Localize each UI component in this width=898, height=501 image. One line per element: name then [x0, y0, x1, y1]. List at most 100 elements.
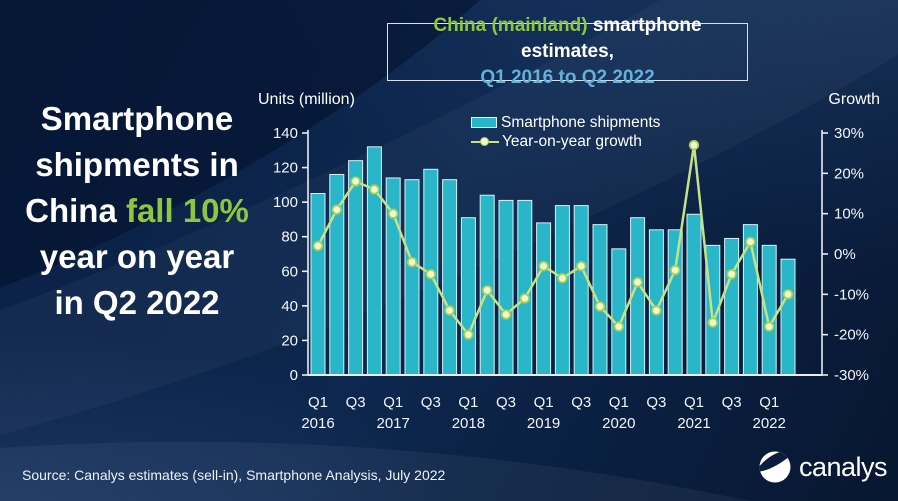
growth-point-Q1 2018: [463, 329, 474, 340]
svg-text:2016: 2016: [301, 415, 334, 432]
headline-line3-green: fall 10%: [125, 192, 249, 229]
svg-text:Q1: Q1: [534, 394, 554, 411]
growth-point-Q2 2019: [557, 272, 568, 284]
svg-text:20%: 20%: [834, 165, 864, 182]
chart-title-line1: China (mainland) smartphone estimates,: [388, 13, 747, 65]
svg-text:0%: 0%: [834, 246, 856, 263]
canalys-logo: canalys: [757, 447, 888, 487]
svg-text:Q3: Q3: [571, 394, 591, 411]
chart-title-rest: smartphone estimates,: [521, 15, 702, 62]
growth-point-Q1 2019: [538, 260, 549, 272]
svg-text:2020: 2020: [602, 415, 635, 432]
svg-text:Q3: Q3: [646, 394, 666, 411]
headline: Smartphone shipments in China fall 10% y…: [6, 96, 268, 326]
bar-Q2 2022: [780, 258, 796, 376]
chart-title-box: China (mainland) smartphone estimates, Q…: [387, 15, 748, 88]
svg-text:Q1: Q1: [609, 394, 629, 411]
legend-item-growth: Year-on-year growth: [471, 132, 660, 151]
bar-Q4 2017: [442, 179, 458, 376]
shipments-bars: [310, 146, 796, 376]
bar-Q1 2018: [460, 217, 476, 376]
bar-Q2 2017: [404, 179, 420, 376]
canalys-logo-icon: [759, 451, 791, 483]
svg-text:Q3: Q3: [722, 394, 742, 411]
svg-text:Q1: Q1: [383, 394, 403, 411]
growth-point-Q4 2017: [444, 305, 455, 316]
svg-text:Q3: Q3: [346, 394, 366, 411]
growth-line: [312, 139, 794, 340]
svg-text:0: 0: [290, 367, 298, 384]
svg-text:40: 40: [281, 298, 298, 315]
growth-point-Q4 2016: [369, 184, 380, 195]
right-axis-title: Growth: [828, 91, 880, 108]
left-axis-title: Units (million): [258, 91, 355, 108]
chart-title-line2: Q1 2016 to Q2 2022: [480, 67, 655, 88]
svg-text:100: 100: [273, 194, 298, 211]
svg-text:80: 80: [281, 229, 298, 246]
svg-text:Q1: Q1: [308, 394, 328, 411]
svg-text:-10%: -10%: [834, 286, 869, 303]
svg-text:Q1: Q1: [759, 394, 779, 411]
axes: [302, 130, 828, 376]
headline-line5: in Q2 2022: [54, 284, 220, 321]
growth-point-Q1 2017: [387, 208, 399, 219]
canalys-logo-text: canalys: [799, 451, 888, 482]
bar-Q2 2019: [554, 205, 570, 376]
growth-point-Q4 2018: [519, 293, 531, 304]
headline-line3-white: China: [25, 192, 126, 229]
bar-Q1 2019: [536, 222, 552, 376]
bar-Q4 2020: [667, 229, 683, 376]
bar-Q4 2019: [592, 224, 608, 376]
growth-point-Q1 2020: [613, 321, 625, 332]
svg-text:-30%: -30%: [834, 367, 869, 384]
bar-Q1 2016: [310, 193, 326, 376]
legend-line-swatch-icon: [471, 136, 499, 147]
bar-Q3 2021: [724, 237, 740, 376]
svg-text:Q1: Q1: [684, 394, 704, 411]
legend-label-growth: Year-on-year growth: [502, 132, 642, 150]
svg-text:2021: 2021: [677, 415, 710, 432]
chart-legend: Smartphone shipments Year-on-year growth: [471, 113, 660, 151]
x-axis-labels: Q1 2016 Q3 Q1 2017 Q3 Q1 2018 Q3 Q1 2019 Q3 Q1 2020 Q3…: [301, 394, 786, 432]
growth-point-Q3 2017: [425, 268, 437, 280]
svg-text:-20%: -20%: [834, 327, 869, 344]
shipments-growth-chart: 140 120 100 80 60 40 20 0 30% 20% 10% 0% -10% -20% -30…: [273, 125, 869, 432]
growth-point-Q4 2020: [670, 264, 681, 276]
growth-point-Q2 2017: [406, 256, 418, 268]
svg-text:120: 120: [273, 160, 298, 177]
legend-item-shipments: Smartphone shipments: [471, 113, 660, 132]
growth-point-Q1 2016: [312, 240, 324, 252]
legend-bar-swatch-icon: [471, 117, 497, 128]
growth-point-Q4 2021: [745, 236, 756, 248]
svg-text:Q3: Q3: [421, 394, 441, 411]
svg-text:2019: 2019: [527, 415, 560, 432]
growth-point-Q3 2016: [350, 176, 361, 187]
headline-line2: shipments in: [35, 146, 239, 183]
svg-text:30%: 30%: [834, 125, 864, 142]
svg-text:Q3: Q3: [496, 394, 516, 411]
growth-point-Q2 2018: [481, 285, 493, 296]
headline-line1: Smartphone: [40, 100, 234, 137]
bar-Q4 2016: [366, 146, 382, 376]
growth-point-Q3 2019: [576, 260, 587, 272]
bar-Q3 2016: [348, 160, 364, 376]
headline-line4: year on year: [39, 238, 235, 275]
growth-point-Q2 2021: [707, 317, 719, 328]
svg-text:2022: 2022: [753, 415, 786, 432]
growth-point-Q3 2018: [500, 309, 512, 320]
bar-Q3 2018: [498, 199, 514, 376]
chart-title-region: China (mainland): [433, 15, 588, 36]
bar-Q1 2021: [686, 213, 702, 376]
growth-point-Q3 2021: [726, 268, 737, 280]
svg-text:10%: 10%: [834, 206, 864, 223]
bar-Q3 2019: [573, 205, 589, 376]
growth-point-Q2 2022: [782, 289, 794, 300]
svg-text:Q1: Q1: [458, 394, 478, 411]
growth-point-Q1 2022: [764, 321, 775, 332]
growth-point-Q3 2020: [651, 305, 662, 316]
growth-point-Q4 2019: [594, 301, 606, 312]
legend-label-shipments: Smartphone shipments: [501, 113, 661, 131]
svg-text:2018: 2018: [452, 415, 485, 432]
svg-text:20: 20: [281, 332, 298, 349]
